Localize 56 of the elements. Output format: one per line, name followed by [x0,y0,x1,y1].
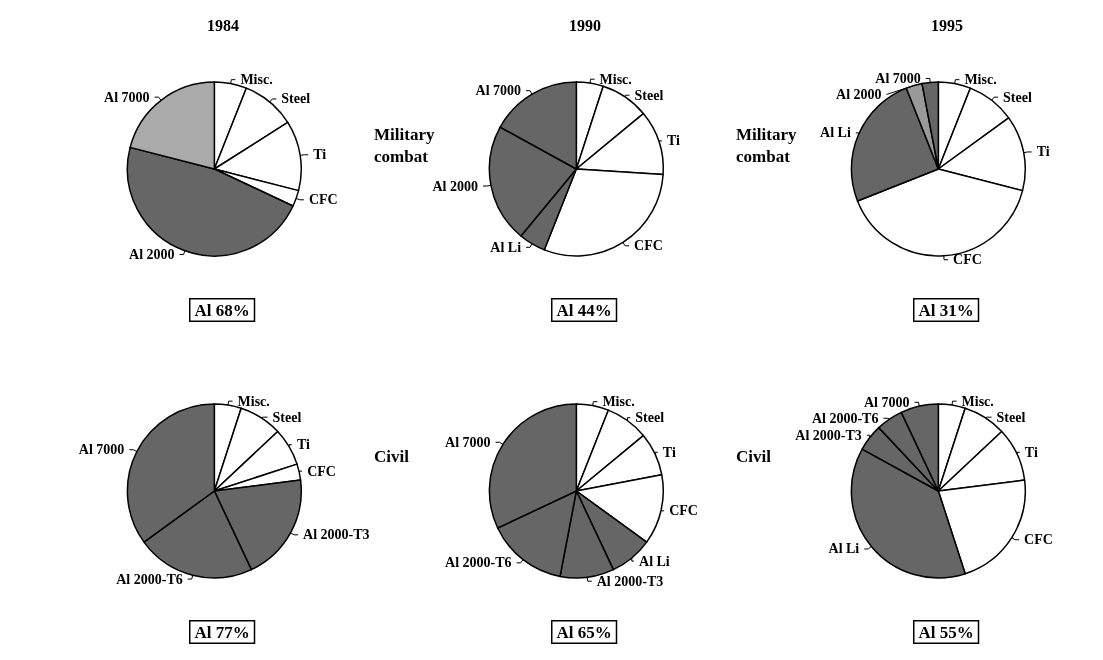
slice-label: Ti [1024,444,1038,460]
slice-label: Steel [272,409,302,425]
slice-label: Al Li [820,125,851,141]
slice-label: Misc. [964,72,997,88]
text: Al 44% [556,300,612,320]
slice-label: CFC [634,238,663,254]
slice-label: Steel [996,409,1026,425]
text: Civil [736,447,772,467]
slice-label: Al 7000 [445,434,491,450]
chart-title: 1990 [568,16,601,34]
text: Military combat [374,125,435,167]
slice-label: Ti [666,133,681,149]
slice-label: Al 7000 [104,89,150,105]
slice-label: Ti [1036,144,1050,160]
slice-label: Al 2000-T6 [811,410,879,426]
slice-label: Al 2000 [836,86,882,102]
slice-label: Steel [281,91,311,107]
slice-label: Al 7000 [78,442,125,458]
slice-label: Al Li [639,553,670,569]
chart-title: 1995 [930,16,963,34]
text: Civil [374,447,410,467]
slice-label: Steel [634,87,664,103]
slice-label: Misc. [961,393,994,409]
slice-label: Steel [635,410,665,426]
chart-title: 1984 [206,16,239,34]
text: Al 55% [918,622,974,642]
slice-label: Misc. [599,71,632,87]
slice-label: CFC [953,252,982,268]
slice-label: Ti [313,147,327,163]
text: Al 68% [194,300,250,320]
slice-label: Misc. [240,72,273,88]
slice-label: Al 7000 [875,70,921,86]
slice-label: Steel [1003,89,1032,105]
slice-label: Al 2000 [432,178,479,194]
slice-label: Al 7000 [475,83,522,99]
slice-label: Al 2000-T3 [303,527,370,543]
text: Al 77% [194,622,250,642]
slice-label: Al Li [828,541,860,557]
slice-label: Al 2000-T3 [596,573,664,589]
slice-label: Al 2000-T6 [116,571,183,587]
slice-label: CFC [307,463,336,479]
slice-label: Al 2000-T6 [445,555,512,571]
slice-label: CFC [308,192,338,208]
slice-label: Al 2000 [129,247,175,263]
slice-label: Al Li [490,239,522,255]
slice-label: Misc. [237,393,270,409]
text: Al 65% [556,622,612,642]
slice-label: Al 7000 [864,394,910,410]
text: Al 31% [918,300,974,320]
slice-label: CFC [669,503,698,519]
slice-label: Misc. [602,394,635,410]
slice-label: Ti [662,444,676,460]
slice-label: Al 2000-T3 [795,427,862,443]
slice-label: CFC [1024,532,1053,548]
slice-label: Ti [296,437,310,453]
text: Military combat [736,125,797,167]
